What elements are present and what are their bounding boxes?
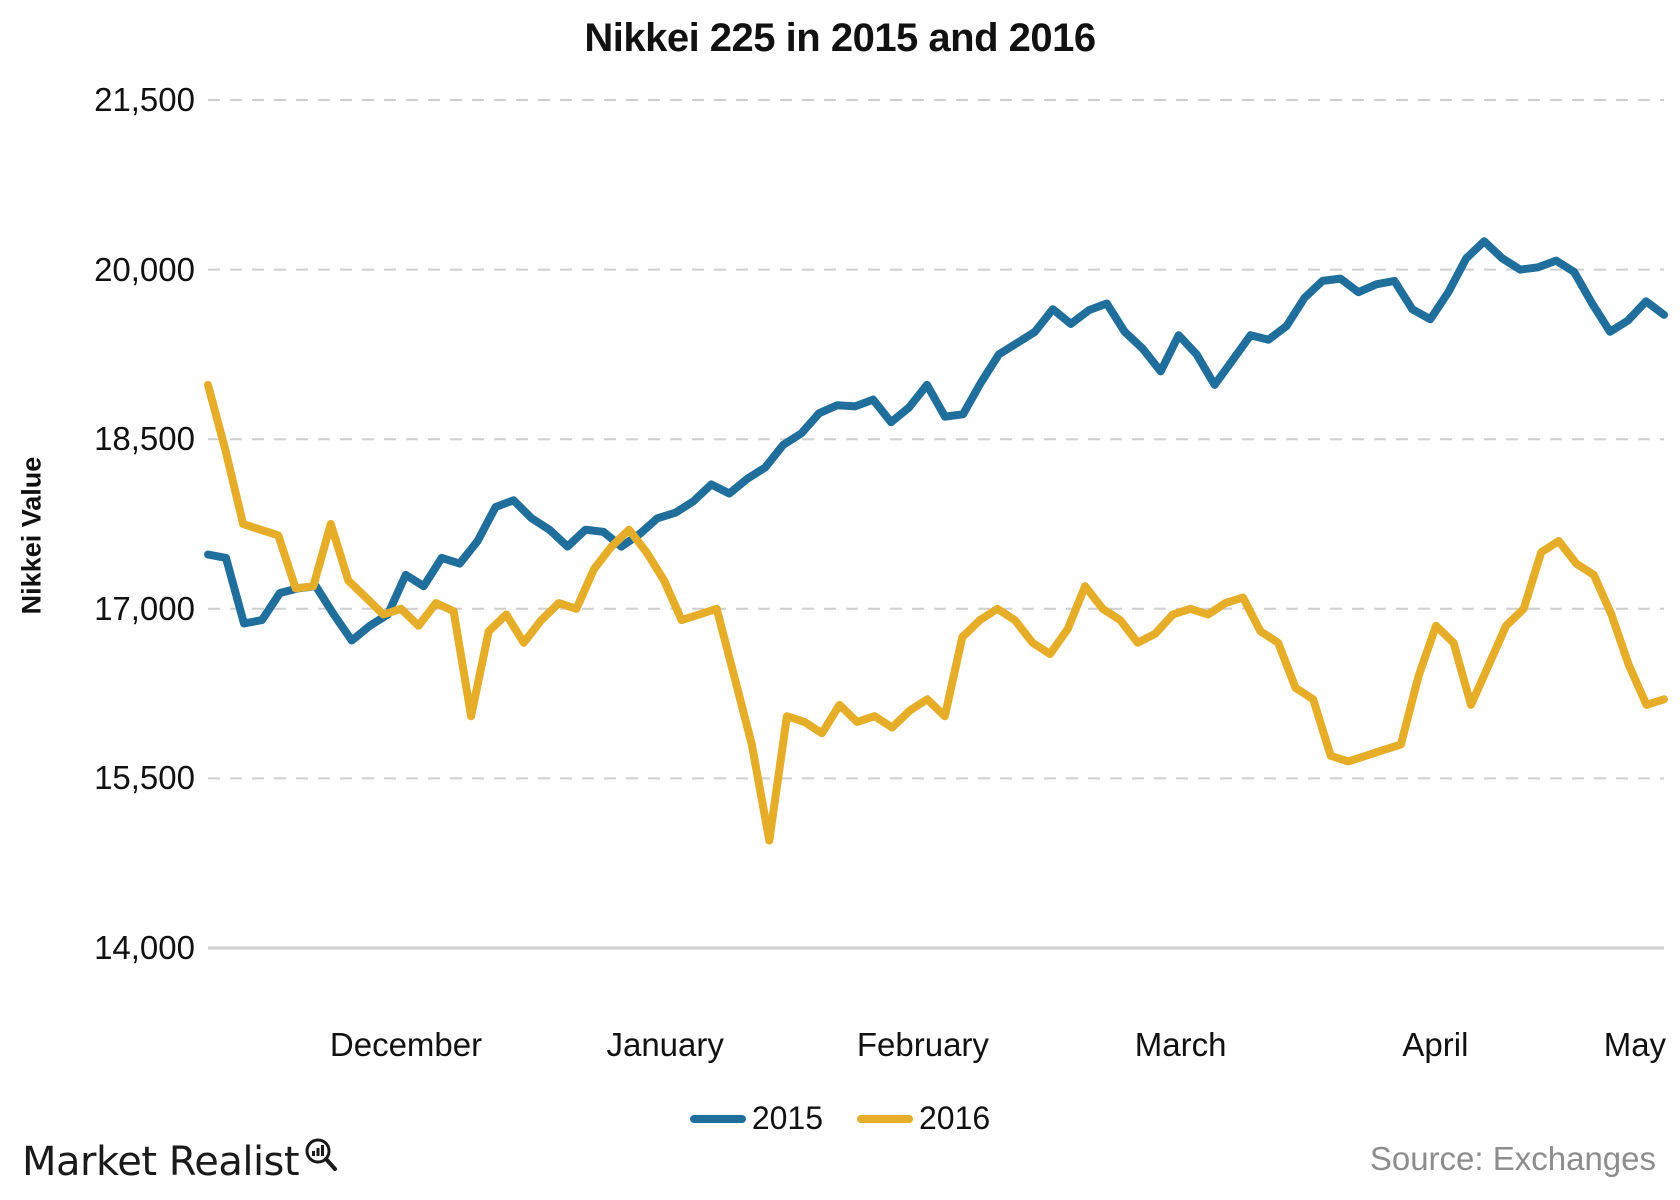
- source-note: Source: Exchanges: [1369, 1140, 1656, 1177]
- series-lines: [204, 237, 1668, 845]
- x-tick-label: December: [329, 1026, 483, 1063]
- y-axis-ticks: 21,500 20,000 18,500 17,000 15,500 14,000: [30, 0, 195, 1000]
- magnifier-chart-icon: [301, 1136, 341, 1176]
- chart-legend: 2015 2016: [0, 1100, 1680, 1137]
- series-line-2016: [204, 380, 1668, 845]
- chart-title: Nikkei 225 in 2015 and 2016: [584, 16, 1096, 60]
- y-tick-label: 20,000: [94, 250, 195, 288]
- y-tick-label: 17,000: [94, 589, 195, 627]
- x-tick-label: January: [606, 1026, 724, 1063]
- x-axis-ticks: December January February March April May: [0, 1026, 1680, 1076]
- x-tick-label: April: [1402, 1026, 1469, 1063]
- logo-text: Market Realist: [22, 1139, 300, 1185]
- y-tick-label: 21,500: [94, 81, 195, 118]
- market-realist-logo: Market Realist: [22, 1138, 341, 1185]
- x-tick-label: February: [856, 1026, 989, 1063]
- legend-swatch-icon: [857, 1114, 913, 1123]
- y-tick-label: 15,500: [94, 759, 195, 797]
- x-tick-label: March: [1134, 1026, 1227, 1063]
- legend-item-2016[interactable]: 2016: [857, 1100, 990, 1137]
- legend-item-2015[interactable]: 2015: [689, 1100, 823, 1137]
- legend-label: 2015: [751, 1100, 823, 1136]
- series-line-2015: [204, 237, 1668, 645]
- y-tick-label: 18,500: [94, 420, 195, 458]
- x-tick-label: May: [1603, 1026, 1667, 1063]
- legend-swatch-icon: [689, 1114, 746, 1123]
- y-tick-label: 14,000: [94, 929, 195, 966]
- gridlines: [208, 99, 1664, 950]
- legend-label: 2016: [919, 1100, 991, 1136]
